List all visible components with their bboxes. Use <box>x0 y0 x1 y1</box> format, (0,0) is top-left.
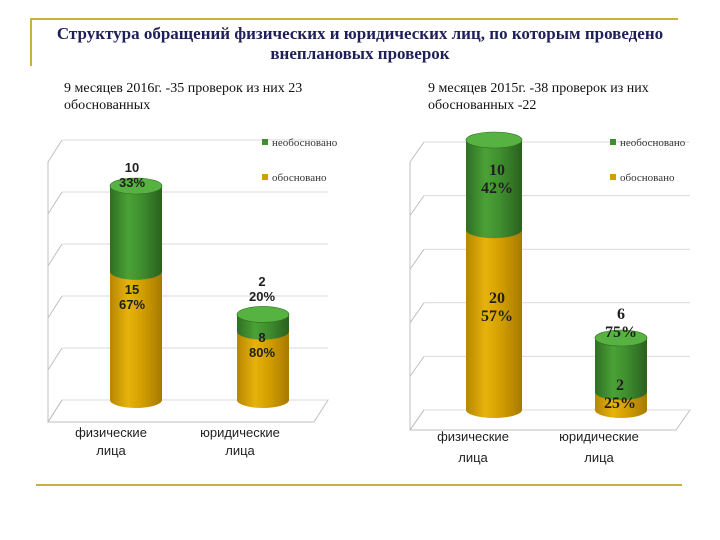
data-label: 10 <box>489 162 505 179</box>
chart-floor <box>409 409 691 431</box>
bar-top-cap <box>594 329 648 347</box>
gridline-diagonal <box>409 248 425 270</box>
bar-segment-edge <box>109 271 163 280</box>
bar-segment <box>466 140 522 238</box>
data-label: 25% <box>604 395 636 412</box>
gridline-diagonal <box>47 399 63 423</box>
category-label: лица <box>584 450 614 465</box>
bar-segment <box>595 338 647 400</box>
data-label: 42% <box>481 180 513 197</box>
data-label: 10 <box>125 160 139 175</box>
bar-segment <box>466 230 522 418</box>
bar-segment-edge <box>594 391 648 401</box>
legend-swatch <box>262 139 268 145</box>
data-label: 8 <box>258 330 265 345</box>
data-label: 20 <box>489 290 505 307</box>
legend-swatch <box>610 174 616 180</box>
category-label: физические <box>437 429 509 444</box>
data-label: 33% <box>119 175 145 190</box>
data-label: 20% <box>249 289 275 304</box>
data-label: 2 <box>258 274 265 289</box>
chart-2016-subtitle: 9 месяцев 2016г. -35 проверок из них 23 … <box>64 81 303 113</box>
gridline-diagonal <box>47 347 63 371</box>
category-label: юридические <box>200 425 280 440</box>
slide-title: Структура обращений физических и юридиче… <box>56 24 664 63</box>
legend-label: обосновано <box>620 172 675 184</box>
legend-swatch <box>262 174 268 180</box>
category-label: лица <box>225 443 255 458</box>
bar-segment-edge <box>236 331 290 340</box>
bar-top-cap <box>109 177 163 195</box>
frame-top-line <box>30 18 678 20</box>
bar-segment <box>110 186 162 280</box>
legend-swatch <box>610 139 616 145</box>
bar-segment <box>237 314 289 340</box>
gridline-diagonal <box>47 139 63 163</box>
legend-label: необосновано <box>272 137 338 149</box>
category-label: юридические <box>559 429 639 444</box>
gridline-diagonal <box>409 409 425 431</box>
data-label: 15 <box>125 282 139 297</box>
frame-bottom-line <box>36 484 682 486</box>
legend-label: необосновано <box>620 137 686 149</box>
data-label: 75% <box>605 324 637 341</box>
data-label: 67% <box>119 297 145 312</box>
gridline-diagonal <box>47 243 63 267</box>
bar-segment <box>595 392 647 418</box>
legend-label: обосновано <box>272 172 327 184</box>
frame-left-line <box>30 18 32 66</box>
data-label: 2 <box>616 377 624 394</box>
category-label: лица <box>96 443 126 458</box>
gridline-diagonal <box>47 295 63 319</box>
bar-top-cap <box>236 306 290 323</box>
bar-segment-edge <box>465 229 523 239</box>
data-label: 57% <box>481 308 513 325</box>
category-label: лица <box>458 450 488 465</box>
gridline-diagonal <box>409 302 425 324</box>
category-label: физические <box>75 425 147 440</box>
bar-segment <box>237 331 289 408</box>
gridline-diagonal <box>409 356 425 377</box>
gridline-diagonal <box>47 191 63 215</box>
data-label: 80% <box>249 345 275 360</box>
chart-2015-subtitle: 9 месяцев 2015г. -38 проверок из них обо… <box>428 81 649 113</box>
bar-top-cap <box>465 131 523 149</box>
gridline-diagonal <box>409 141 425 163</box>
gridline-diagonal <box>409 195 425 216</box>
bar-segment <box>110 271 162 408</box>
data-label: 6 <box>617 306 625 323</box>
